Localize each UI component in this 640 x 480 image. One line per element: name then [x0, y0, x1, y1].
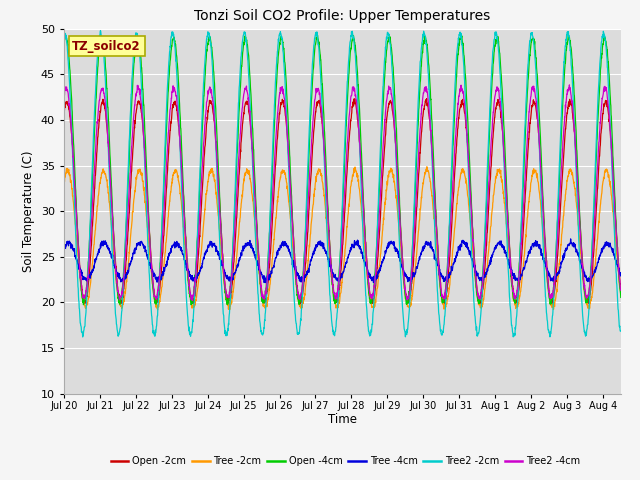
Tree -4cm	[346, 250, 354, 255]
Tree2 -2cm	[532, 66, 540, 72]
Open -4cm	[564, 32, 572, 37]
Open -2cm	[617, 286, 625, 292]
Tree2 -4cm	[188, 298, 196, 303]
Tree2 -2cm	[617, 328, 625, 334]
Line: Tree2 -4cm: Tree2 -4cm	[64, 85, 621, 300]
Tree2 -2cm	[410, 227, 417, 233]
Tree2 -2cm	[93, 61, 100, 67]
Open -2cm	[60, 110, 68, 116]
Line: Open -2cm: Open -2cm	[64, 98, 621, 305]
Tree -4cm	[426, 240, 434, 246]
Tree -2cm	[423, 164, 431, 169]
Tree2 -4cm	[426, 116, 434, 122]
Tree -2cm	[346, 195, 354, 201]
Line: Tree2 -2cm: Tree2 -2cm	[64, 31, 621, 337]
Y-axis label: Soil Temperature (C): Soil Temperature (C)	[22, 150, 35, 272]
Line: Open -4cm: Open -4cm	[64, 35, 621, 305]
Tree2 -2cm	[426, 111, 434, 117]
Tree2 -4cm	[532, 94, 540, 100]
Open -2cm	[93, 151, 100, 156]
Open -4cm	[598, 51, 605, 57]
Line: Tree -4cm: Tree -4cm	[64, 239, 621, 283]
Open -4cm	[346, 58, 354, 64]
Open -4cm	[93, 83, 100, 88]
Tree -4cm	[409, 274, 417, 279]
Tree2 -4cm	[566, 82, 573, 88]
Tree -4cm	[617, 272, 625, 278]
Tree2 -4cm	[617, 288, 625, 293]
Tree2 -4cm	[93, 127, 100, 133]
Tree -2cm	[426, 179, 434, 184]
Open -4cm	[409, 237, 417, 242]
Open -4cm	[426, 81, 434, 87]
Tree2 -2cm	[60, 33, 68, 39]
Tree -2cm	[93, 209, 100, 215]
Tree2 -4cm	[346, 108, 354, 114]
Tree -2cm	[598, 190, 605, 196]
Tree2 -4cm	[60, 91, 68, 96]
Open -4cm	[532, 48, 540, 54]
Tree -2cm	[154, 307, 161, 313]
Tree2 -2cm	[97, 28, 104, 34]
Tree -4cm	[598, 249, 605, 254]
Tree2 -2cm	[598, 38, 605, 44]
X-axis label: Time: Time	[328, 413, 357, 426]
Open -2cm	[532, 103, 540, 108]
Open -4cm	[187, 302, 195, 308]
Open -2cm	[346, 132, 353, 137]
Open -2cm	[548, 302, 556, 308]
Tree2 -4cm	[409, 252, 417, 258]
Tree -4cm	[93, 254, 100, 260]
Tree2 -4cm	[598, 100, 605, 106]
Tree -2cm	[60, 183, 68, 189]
Tree -4cm	[60, 244, 68, 250]
Tree -2cm	[409, 287, 417, 293]
Tree2 -2cm	[79, 334, 86, 340]
Tree -4cm	[532, 240, 540, 245]
Open -2cm	[426, 118, 434, 123]
Tree -4cm	[567, 236, 575, 242]
Open -4cm	[617, 295, 625, 300]
Open -2cm	[598, 122, 605, 128]
Tree -2cm	[617, 289, 625, 295]
Tree -4cm	[262, 280, 269, 286]
Tree -2cm	[532, 167, 540, 173]
Open -2cm	[423, 96, 431, 101]
Text: TZ_soilco2: TZ_soilco2	[72, 40, 141, 53]
Tree2 -2cm	[346, 39, 354, 45]
Legend: Open -2cm, Tree -2cm, Open -4cm, Tree -4cm, Tree2 -2cm, Tree2 -4cm: Open -2cm, Tree -2cm, Open -4cm, Tree -4…	[107, 453, 584, 470]
Title: Tonzi Soil CO2 Profile: Upper Temperatures: Tonzi Soil CO2 Profile: Upper Temperatur…	[195, 10, 490, 24]
Open -4cm	[60, 42, 68, 48]
Line: Tree -2cm: Tree -2cm	[64, 167, 621, 310]
Open -2cm	[409, 271, 417, 277]
